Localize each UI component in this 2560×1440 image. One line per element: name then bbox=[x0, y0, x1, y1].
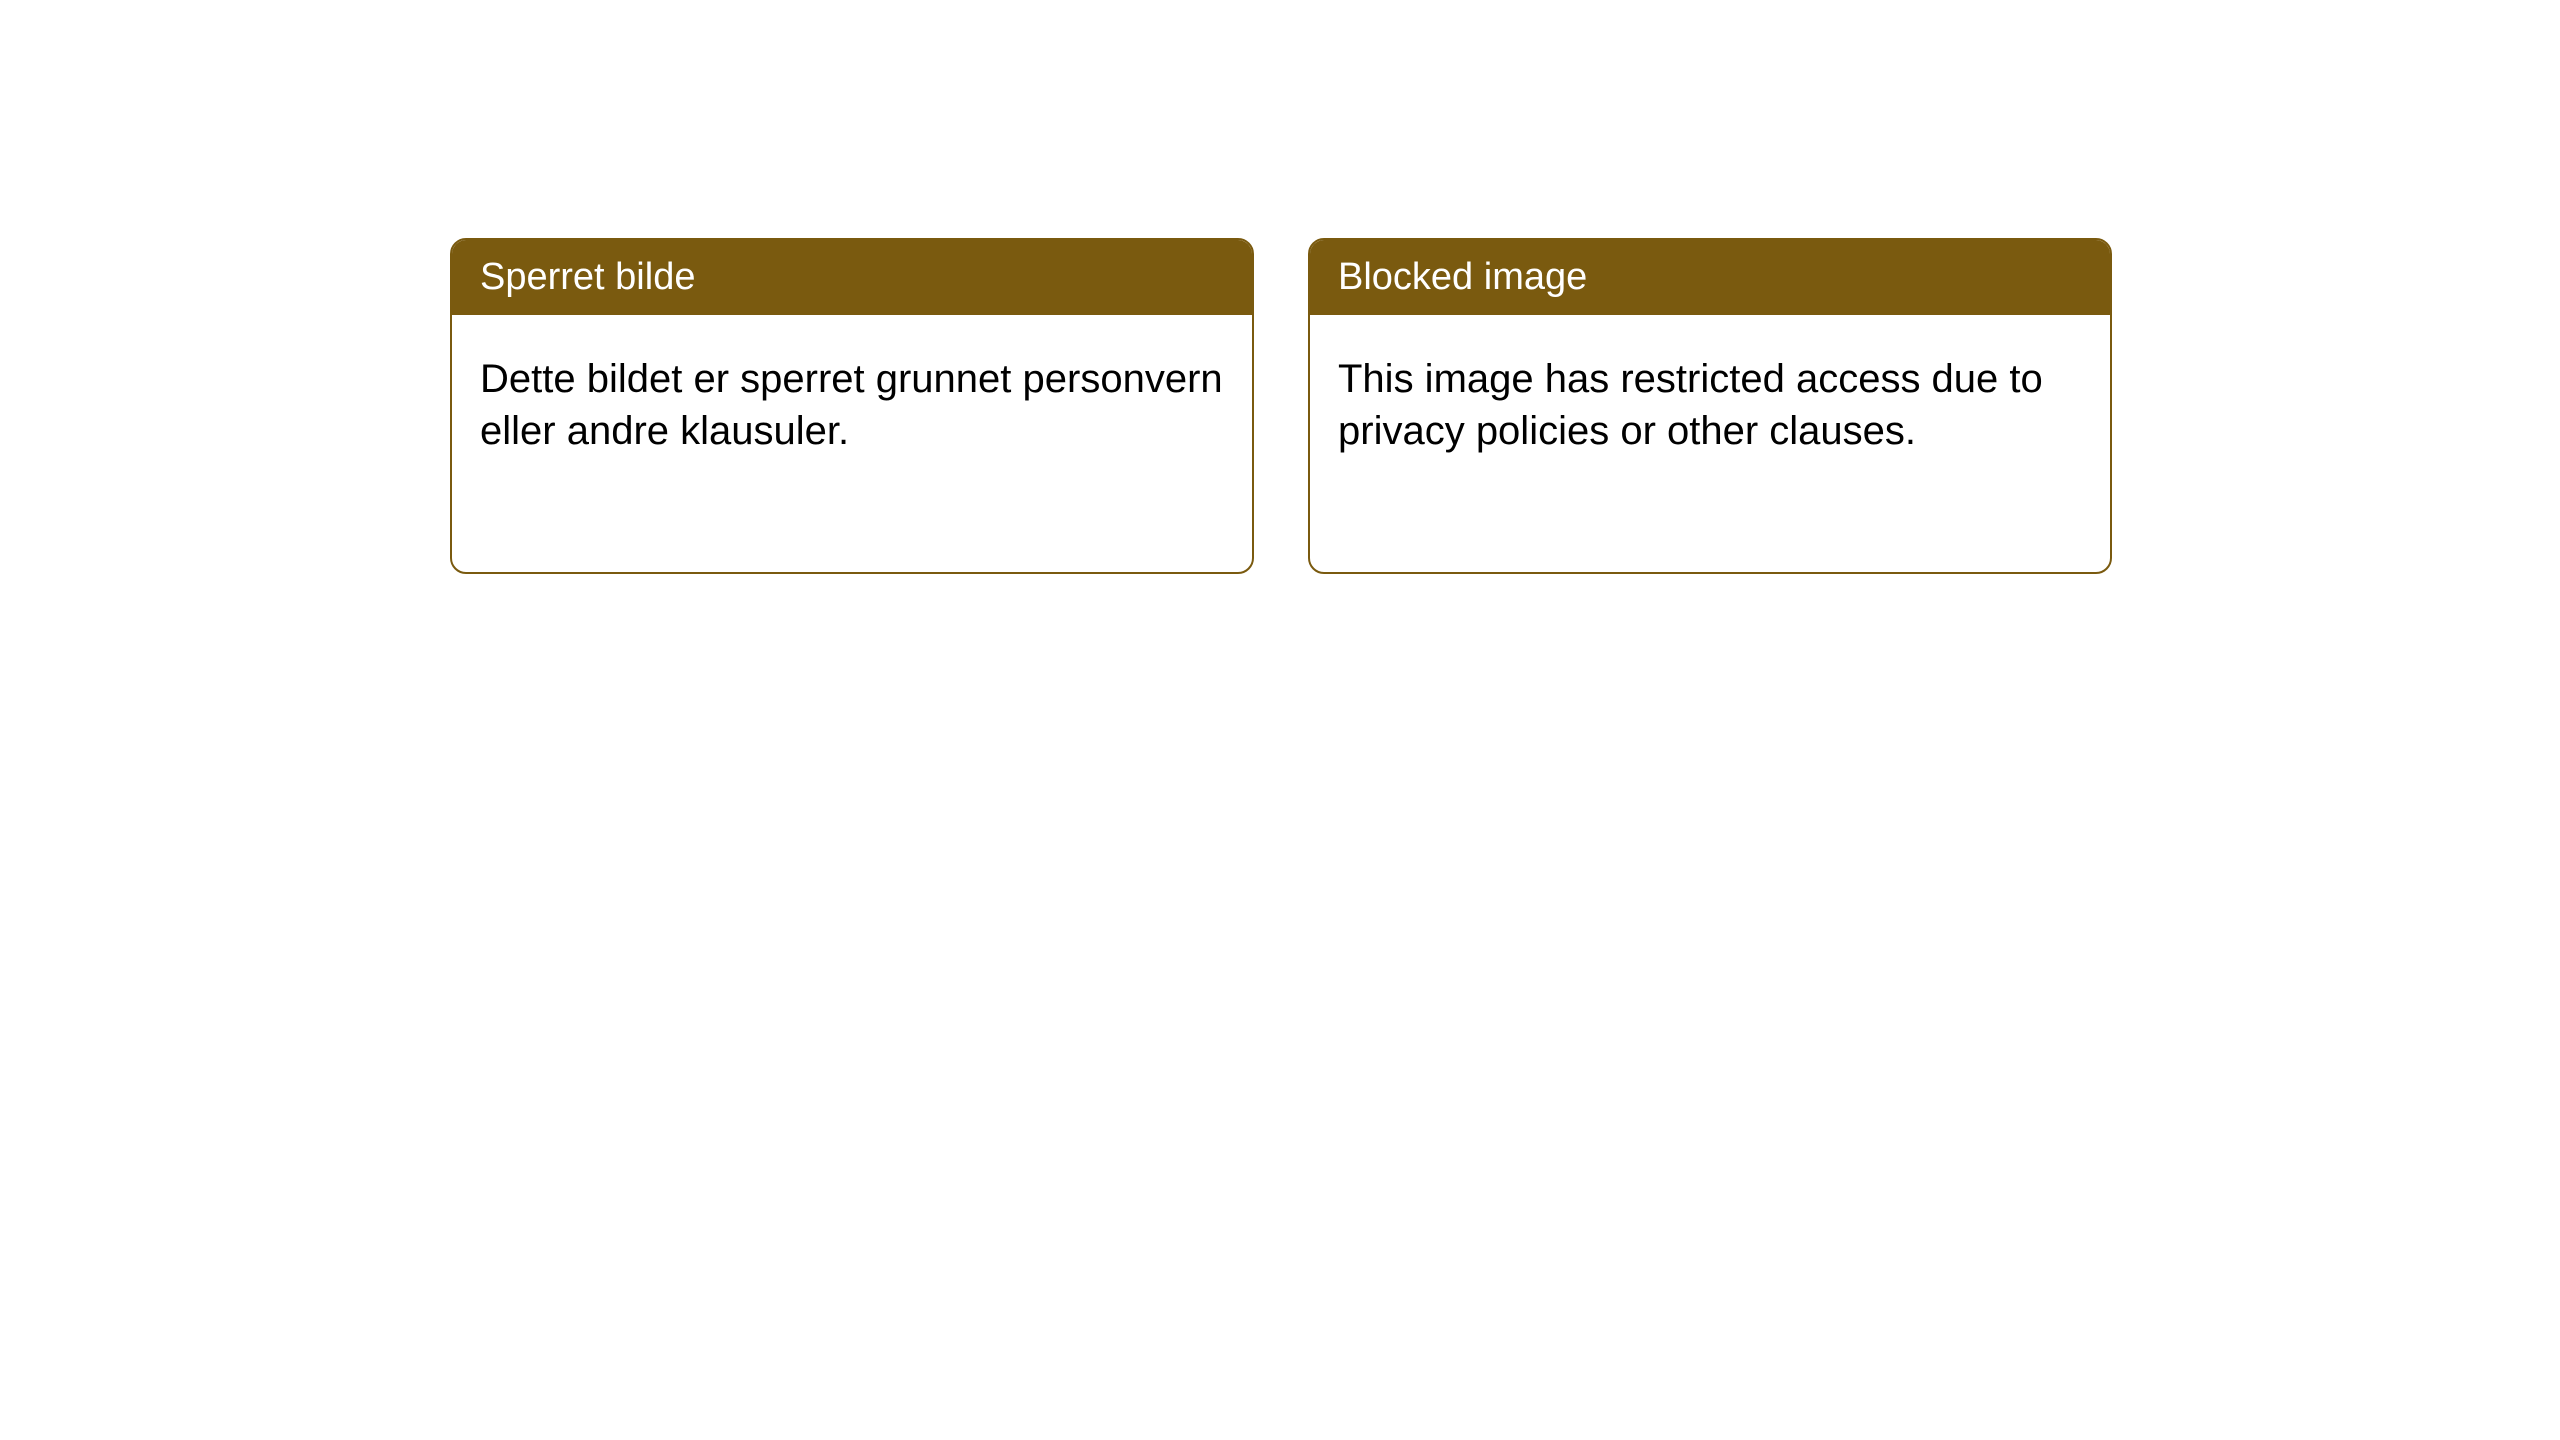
card-body: Dette bildet er sperret grunnet personve… bbox=[452, 315, 1252, 495]
notice-card-english: Blocked image This image has restricted … bbox=[1308, 238, 2112, 574]
card-title: Blocked image bbox=[1338, 256, 1587, 298]
card-body-text: Dette bildet er sperret grunnet personve… bbox=[480, 357, 1223, 453]
card-header: Sperret bilde bbox=[452, 240, 1252, 315]
card-body-text: This image has restricted access due to … bbox=[1338, 357, 2043, 453]
notice-cards-container: Sperret bilde Dette bildet er sperret gr… bbox=[450, 238, 2112, 574]
notice-card-norwegian: Sperret bilde Dette bildet er sperret gr… bbox=[450, 238, 1254, 574]
card-body: This image has restricted access due to … bbox=[1310, 315, 2110, 495]
card-header: Blocked image bbox=[1310, 240, 2110, 315]
card-title: Sperret bilde bbox=[480, 256, 695, 298]
